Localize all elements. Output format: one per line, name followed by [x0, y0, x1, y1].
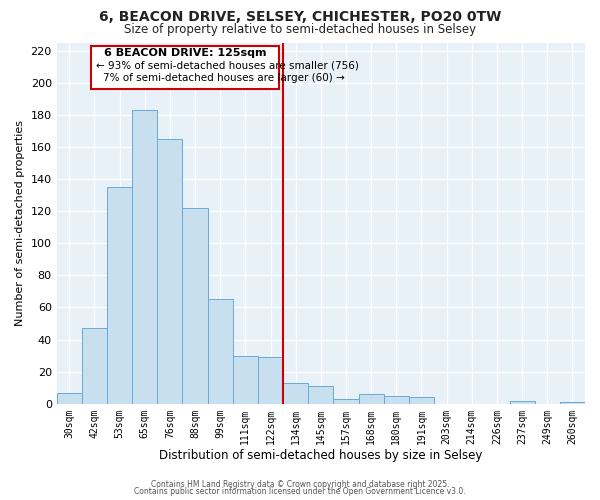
Bar [560, 402, 585, 404]
Bar [56, 392, 82, 404]
Bar [409, 398, 434, 404]
Text: 7% of semi-detached houses are larger (60) →: 7% of semi-detached houses are larger (6… [103, 73, 345, 83]
Bar [509, 400, 535, 404]
Bar [233, 356, 258, 404]
Bar [208, 300, 233, 404]
Bar [258, 358, 283, 404]
Text: Contains HM Land Registry data © Crown copyright and database right 2025.: Contains HM Land Registry data © Crown c… [151, 480, 449, 489]
Text: 6, BEACON DRIVE, SELSEY, CHICHESTER, PO20 0TW: 6, BEACON DRIVE, SELSEY, CHICHESTER, PO2… [99, 10, 501, 24]
Y-axis label: Number of semi-detached properties: Number of semi-detached properties [15, 120, 25, 326]
Bar [182, 208, 208, 404]
Bar [132, 110, 157, 404]
Text: Contains public sector information licensed under the Open Government Licence v3: Contains public sector information licen… [134, 487, 466, 496]
Bar [107, 187, 132, 404]
Bar [359, 394, 384, 404]
Text: ← 93% of semi-detached houses are smaller (756): ← 93% of semi-detached houses are smalle… [95, 60, 359, 70]
Text: 6 BEACON DRIVE: 125sqm: 6 BEACON DRIVE: 125sqm [104, 48, 266, 58]
X-axis label: Distribution of semi-detached houses by size in Selsey: Distribution of semi-detached houses by … [159, 450, 482, 462]
Text: Size of property relative to semi-detached houses in Selsey: Size of property relative to semi-detach… [124, 22, 476, 36]
Bar [283, 383, 308, 404]
FancyBboxPatch shape [91, 46, 280, 89]
Bar [157, 139, 182, 404]
Bar [334, 399, 359, 404]
Bar [82, 328, 107, 404]
Bar [384, 396, 409, 404]
Bar [308, 386, 334, 404]
